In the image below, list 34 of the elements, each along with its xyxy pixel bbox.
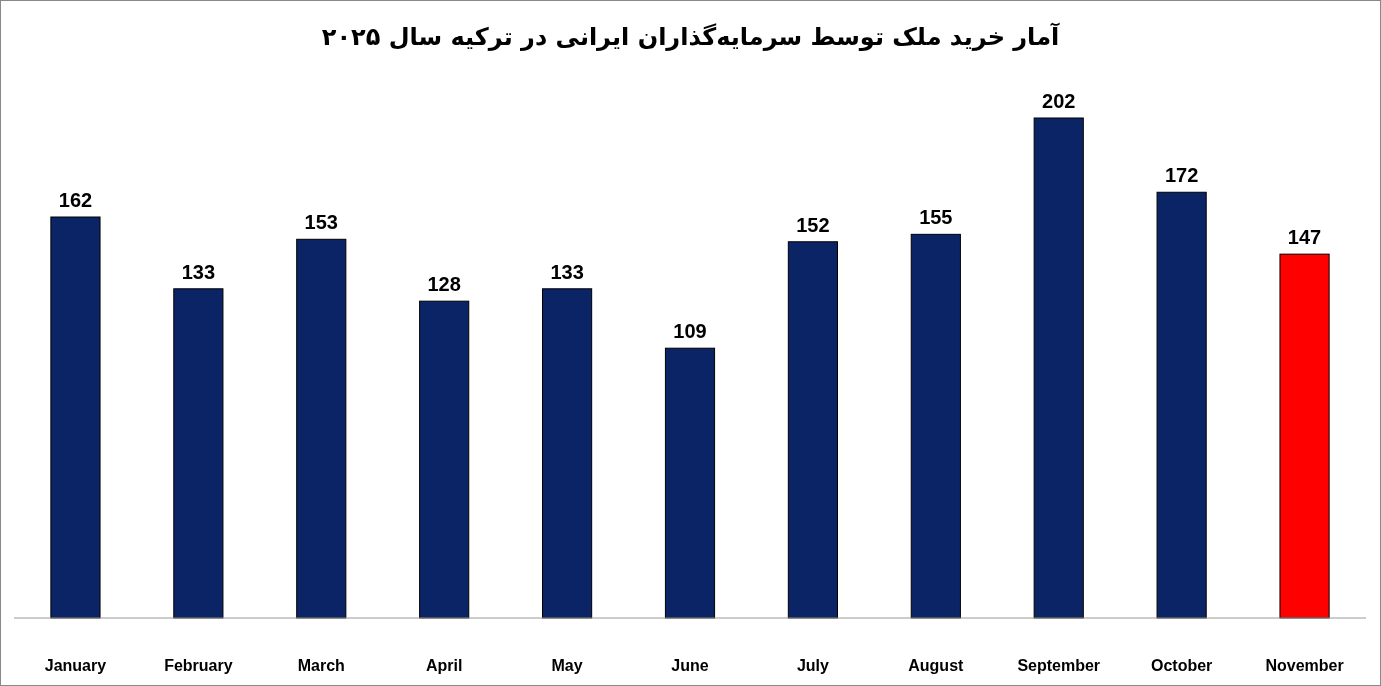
x-tick-label: April — [425, 657, 463, 674]
bar — [1279, 253, 1330, 619]
data-label: 147 — [1287, 226, 1322, 249]
x-tick-label: January — [44, 657, 107, 674]
bar — [419, 300, 470, 619]
data-label: 133 — [550, 260, 584, 283]
bar — [50, 216, 101, 619]
data-label: 153 — [304, 211, 338, 234]
x-tick-label: March — [297, 657, 345, 674]
data-label: 152 — [796, 213, 830, 236]
x-tick-label: May — [551, 657, 583, 674]
bar — [1033, 117, 1084, 619]
chart-title: آمار خرید ملک توسط سرمایه‌گذاران ایرانی در ترکیه سال ۲۰۲۵ — [321, 22, 1060, 51]
bar — [542, 288, 593, 619]
bar — [173, 288, 224, 619]
data-label: 109 — [673, 320, 707, 343]
bar — [787, 241, 838, 619]
bar — [296, 238, 347, 619]
x-tick-label: November — [1265, 657, 1344, 674]
data-label: 162 — [58, 189, 93, 212]
x-tick-label: June — [671, 657, 709, 674]
x-tick-label: August — [908, 657, 965, 674]
data-label: 133 — [181, 260, 216, 283]
data-label: 155 — [919, 206, 953, 229]
x-tick-label: October — [1150, 657, 1213, 674]
data-label: 172 — [1164, 164, 1199, 187]
x-tick-label: February — [164, 657, 233, 674]
bar — [910, 233, 961, 619]
x-tick-label: July — [796, 657, 830, 674]
data-label: 202 — [1042, 90, 1076, 112]
data-label: 128 — [427, 273, 461, 296]
x-tick-label: September — [1017, 657, 1101, 674]
bar — [664, 347, 716, 619]
bar — [1156, 191, 1207, 619]
